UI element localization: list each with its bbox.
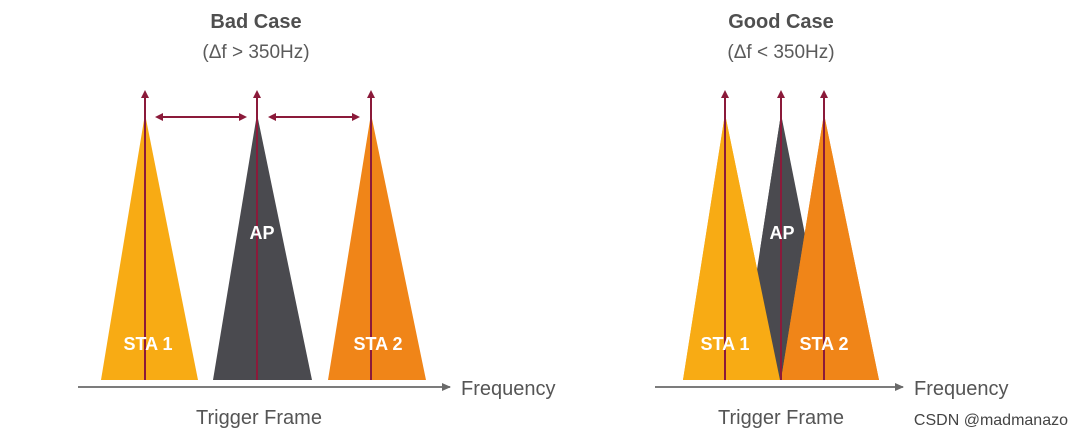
bad-case-title: Bad Case [210,11,301,33]
sta2-spectrum-front [781,114,879,380]
good-case-title: Good Case [728,11,834,33]
sta1-spectrum-front [683,114,780,380]
ap-label: AP [769,223,794,243]
frequency-axis-label: Frequency [461,378,556,400]
sta1-label: STA 1 [700,334,749,354]
ap-spectrum [213,114,312,380]
sta2-label: STA 2 [799,334,848,354]
watermark: CSDN @madmanazo [914,412,1068,429]
sta2-spectrum [328,114,426,380]
bad-case-subtitle: (Δf > 350Hz) [202,42,309,63]
frequency-axis-label: Frequency [914,378,1009,400]
sta1-spectrum [101,114,198,380]
trigger-frame-label: Trigger Frame [718,407,844,429]
sta1-label: STA 1 [123,334,172,354]
ap-label: AP [249,223,274,243]
good-case-panel: Good Case (Δf < 350Hz) STA 1 AP STA 2 Fr… [655,11,1009,429]
bad-case-panel: Bad Case (Δf > 350Hz) STA 1 AP STA 2 Fre… [78,11,556,429]
sta2-label: STA 2 [353,334,402,354]
good-case-subtitle: (Δf < 350Hz) [727,42,834,63]
trigger-frame-label: Trigger Frame [196,407,322,429]
